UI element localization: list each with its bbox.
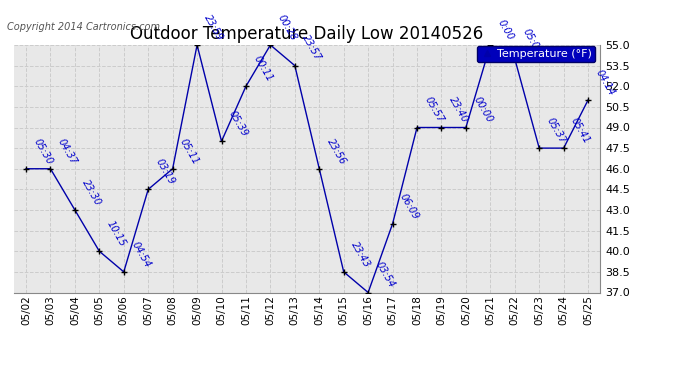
Text: 05:41: 05:41 <box>569 116 592 146</box>
Text: 06:09: 06:09 <box>398 192 421 221</box>
Text: Copyright 2014 Cartronics.com: Copyright 2014 Cartronics.com <box>7 22 160 33</box>
Text: 05:57: 05:57 <box>422 95 445 125</box>
Text: 00:00: 00:00 <box>471 95 494 125</box>
Text: 10:15: 10:15 <box>105 219 128 249</box>
Text: 23:59: 23:59 <box>203 13 226 42</box>
Text: 05:37: 05:37 <box>545 116 568 146</box>
Text: 00:28: 00:28 <box>276 13 299 42</box>
Text: 23:56: 23:56 <box>325 136 348 166</box>
Text: 05:00: 05:00 <box>520 27 543 56</box>
Text: 04:54: 04:54 <box>129 240 152 269</box>
Text: 03:54: 03:54 <box>374 260 397 290</box>
Legend: Temperature (°F): Temperature (°F) <box>477 46 595 62</box>
Text: 04:14: 04:14 <box>593 68 616 97</box>
Text: 23:57: 23:57 <box>300 33 323 63</box>
Text: 0:00: 0:00 <box>496 18 515 42</box>
Text: 03:19: 03:19 <box>154 157 177 187</box>
Text: 23:40: 23:40 <box>447 95 470 125</box>
Text: 00:11: 00:11 <box>252 54 275 84</box>
Text: 04:37: 04:37 <box>56 136 79 166</box>
Text: 23:43: 23:43 <box>349 240 372 269</box>
Text: 05:39: 05:39 <box>227 109 250 138</box>
Text: 05:11: 05:11 <box>178 136 201 166</box>
Title: Outdoor Temperature Daily Low 20140526: Outdoor Temperature Daily Low 20140526 <box>130 26 484 44</box>
Text: 23:30: 23:30 <box>81 178 104 207</box>
Text: 05:30: 05:30 <box>32 136 55 166</box>
